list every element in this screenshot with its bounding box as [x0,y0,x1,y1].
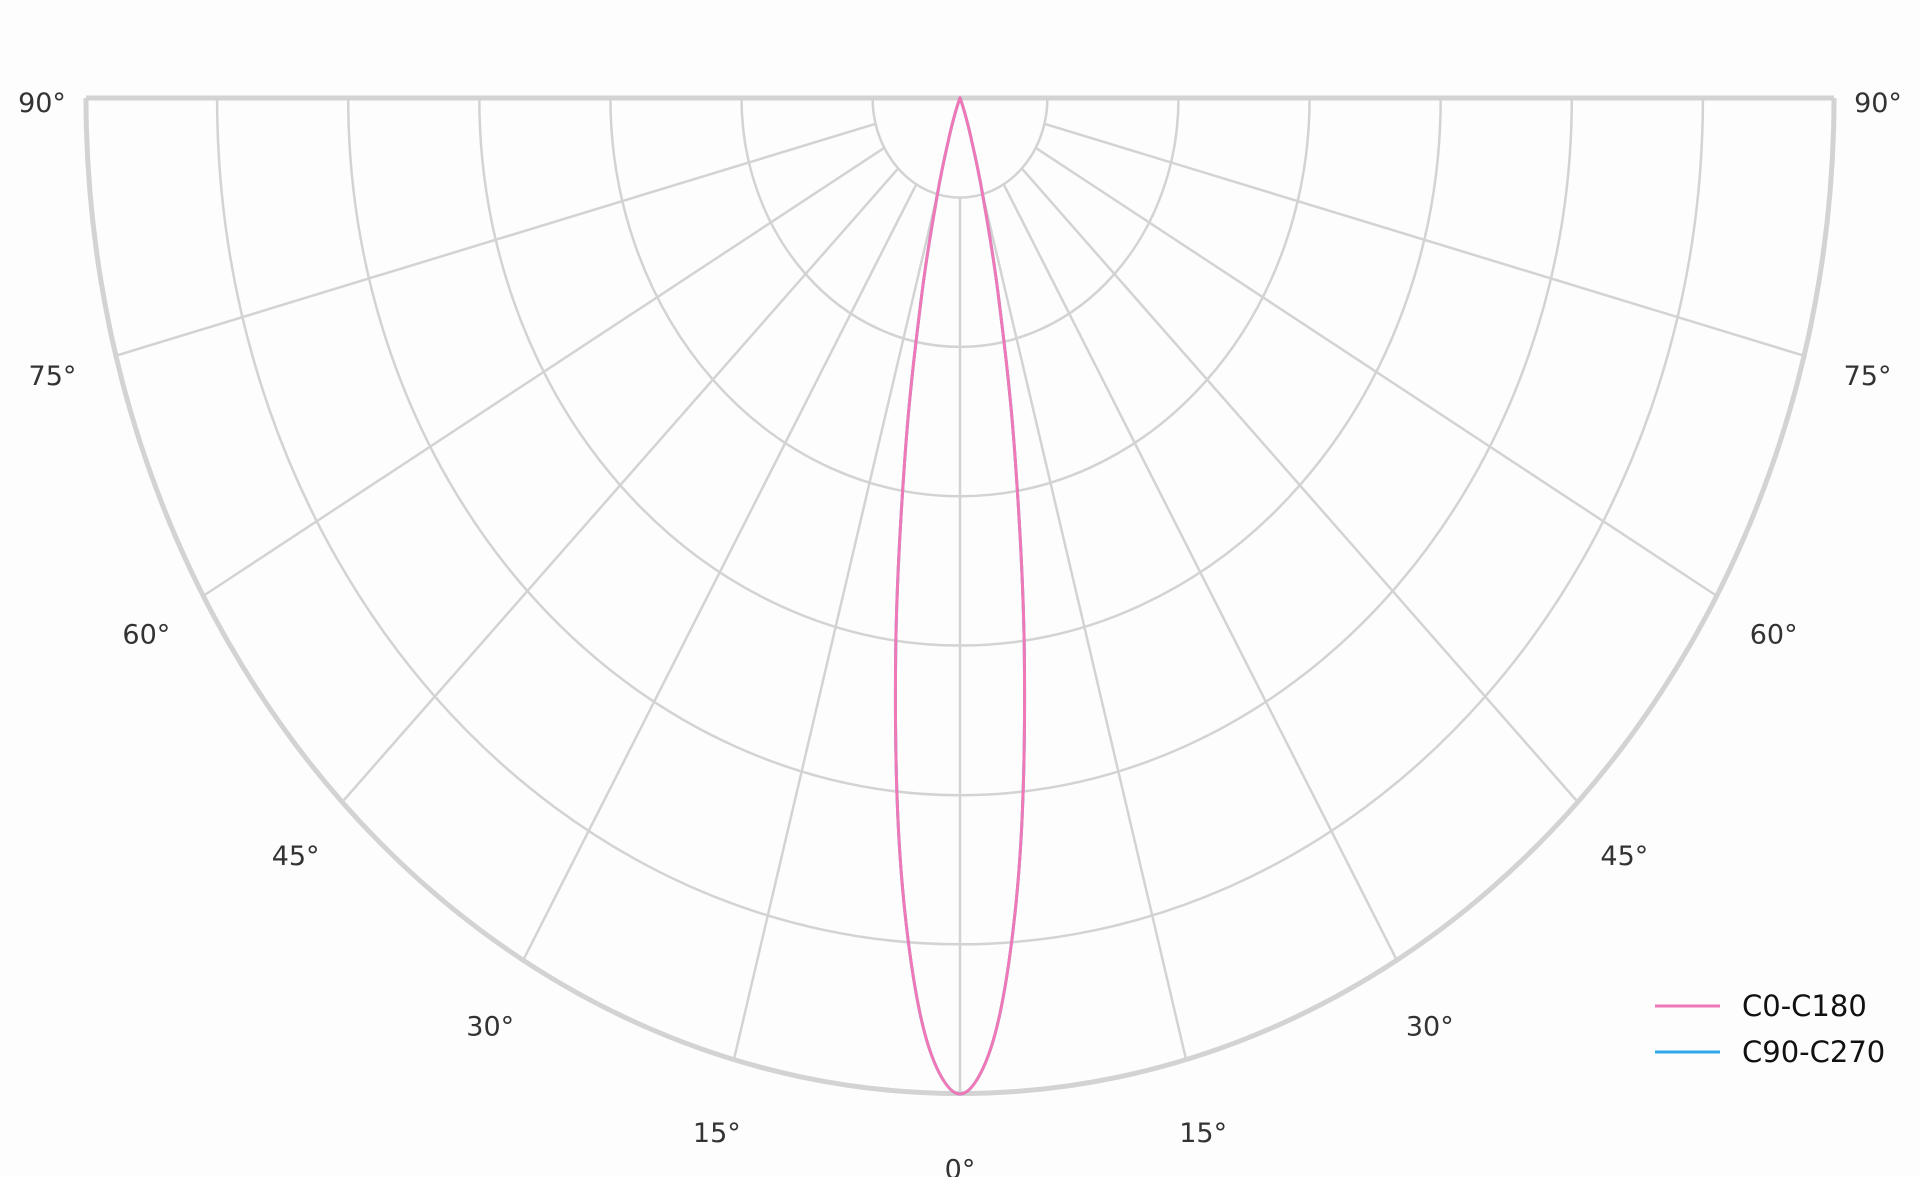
curves [893,96,1027,1096]
grid-spoke [1002,183,1399,962]
grid-ring [871,97,1049,199]
grid-spoke [732,193,939,1061]
grid-spoke [341,167,900,804]
angle-tick-label: 75° [29,361,77,392]
legend-label: C90-C270 [1742,1035,1885,1069]
grid-spoke [1020,167,1579,804]
angle-tick-label: 90° [18,88,66,119]
grid [83,95,1837,1097]
legend: C0-C180 C90-C270 [1655,989,1885,1069]
angle-tick-label: 0° [945,1155,976,1177]
grid-spoke [1044,122,1805,357]
grid-spoke [1035,146,1718,598]
legend-label: C0-C180 [1742,989,1867,1023]
angle-tick-label: 15° [1179,1118,1227,1149]
angle-tick-label: 45° [1600,841,1648,872]
grid-spoke [202,146,885,598]
angle-tick-label: 30° [466,1011,514,1042]
angle-tick-labels: 0° 15° 15° 30° 30° 45° 45° 60° 60° 75° 75° 90° 90° [18,88,1902,1177]
grid-spoke [981,193,1188,1061]
angle-tick-label: 15° [693,1118,741,1149]
angle-tick-label: 75° [1844,361,1892,392]
angle-tick-label: 90° [1854,88,1902,119]
angle-tick-label: 30° [1406,1011,1454,1042]
angle-tick-label: 45° [272,841,320,872]
series-curve-c0-c180 [893,96,1027,1096]
angle-tick-label: 60° [122,619,170,650]
grid-spoke [521,183,918,962]
angle-tick-label: 60° [1750,619,1798,650]
grid-spoke [115,122,876,357]
